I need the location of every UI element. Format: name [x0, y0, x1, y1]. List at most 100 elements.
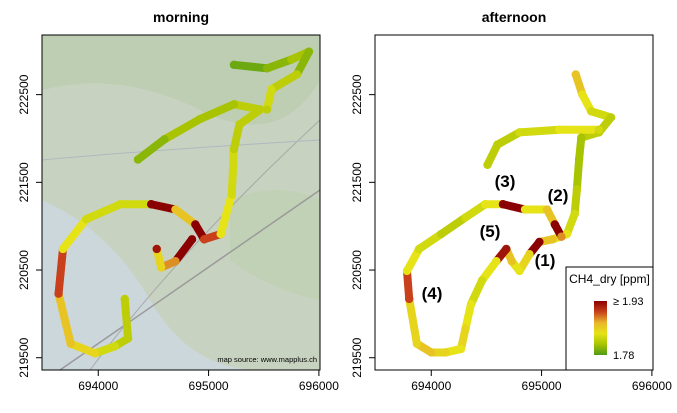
track-segment	[407, 271, 409, 299]
y-tick-label: 221500	[350, 162, 364, 202]
x-tick-label: 694000	[78, 379, 118, 393]
track-point	[535, 238, 543, 246]
track-point	[66, 339, 74, 347]
track-point	[230, 100, 238, 108]
colorbar	[594, 301, 607, 355]
track-point	[157, 263, 165, 271]
track-point	[263, 105, 271, 113]
track-point	[437, 230, 445, 238]
track-point	[457, 345, 465, 353]
track-point	[461, 213, 469, 221]
map-source: map source: www.mapplus.ch	[217, 355, 317, 364]
track-point	[499, 200, 507, 208]
annotation: (2)	[548, 186, 569, 205]
track-point	[403, 267, 411, 275]
track-point	[607, 113, 615, 121]
track-point	[200, 235, 208, 243]
track-point	[595, 126, 603, 134]
annotation: (1)	[535, 251, 556, 270]
y-tick-label: 220500	[350, 250, 364, 290]
x-tick-label: 695000	[189, 379, 229, 393]
track-point	[59, 245, 67, 253]
track-point	[235, 120, 243, 128]
track-point	[557, 233, 565, 241]
track-point	[134, 155, 142, 163]
track-point	[305, 47, 313, 55]
track-point	[515, 267, 523, 275]
track-point	[441, 348, 449, 356]
panel-title: morning	[153, 9, 209, 25]
y-tick-label: 219500	[350, 337, 364, 377]
panel-title: afternoon	[482, 9, 547, 25]
colorbar-label: ≥ 1.93	[613, 296, 644, 308]
track-point	[578, 90, 586, 98]
track-point	[515, 128, 523, 136]
track-point	[492, 257, 500, 265]
track-segment	[59, 249, 63, 294]
track-segment	[409, 299, 417, 344]
annotation: (4)	[422, 284, 443, 303]
track-segment	[125, 299, 128, 338]
y-tick-label: 222500	[17, 74, 31, 114]
track-point	[405, 295, 413, 303]
track-point	[481, 200, 489, 208]
track-point	[217, 230, 225, 238]
track-point	[543, 205, 551, 213]
track-point	[191, 220, 199, 228]
track-point	[493, 140, 501, 148]
track-point	[228, 190, 236, 198]
track-point	[573, 185, 581, 193]
chart: morning 694000 695000 696000 219500 220500 221…	[0, 0, 677, 408]
track-point	[525, 250, 533, 258]
track-point	[147, 200, 155, 208]
track-point	[577, 133, 585, 141]
track-point	[570, 210, 578, 218]
track-point	[230, 145, 238, 153]
x-tick-label: 695000	[522, 379, 562, 393]
y-tick-label: 221500	[17, 162, 31, 202]
track-point	[572, 70, 580, 78]
track-point	[575, 155, 583, 163]
y-tick-label: 222500	[350, 74, 364, 114]
y-tick-label: 219500	[17, 337, 31, 377]
track-point	[121, 295, 129, 303]
track-segment	[234, 65, 267, 69]
track-point	[196, 115, 204, 123]
track-point	[153, 245, 161, 253]
track-point	[415, 245, 423, 253]
track-point	[461, 325, 469, 333]
track-segment	[441, 217, 465, 234]
track-point	[413, 339, 421, 347]
track-point	[478, 276, 486, 284]
track-point	[54, 290, 62, 298]
track-point	[188, 235, 196, 243]
track-point	[230, 61, 238, 69]
track-point	[483, 161, 491, 169]
track-point	[171, 205, 179, 213]
track-point	[521, 205, 529, 213]
track-point	[160, 135, 168, 143]
track-point	[287, 55, 295, 63]
track-point	[111, 342, 119, 350]
track-segment	[520, 130, 560, 133]
track-point	[116, 200, 124, 208]
x-tick-label: 694000	[411, 379, 451, 393]
track-point	[124, 334, 132, 342]
x-tick-label: 696000	[632, 379, 672, 393]
track-point	[502, 245, 510, 253]
track-segment	[232, 149, 234, 195]
track-segment	[577, 160, 579, 190]
track-point	[82, 215, 90, 223]
annotation: (3)	[495, 172, 516, 191]
track-point	[508, 257, 516, 265]
colorbar-label: 1.78	[613, 350, 634, 362]
track-point	[427, 348, 435, 356]
legend-title: CH4_dry [ppm]	[569, 272, 650, 286]
track-point	[267, 85, 275, 93]
track-point	[171, 257, 179, 265]
annotation: (5)	[480, 222, 501, 241]
track-point	[293, 70, 301, 78]
track-point	[467, 300, 475, 308]
y-tick-label: 220500	[17, 250, 31, 290]
track-point	[587, 107, 595, 115]
